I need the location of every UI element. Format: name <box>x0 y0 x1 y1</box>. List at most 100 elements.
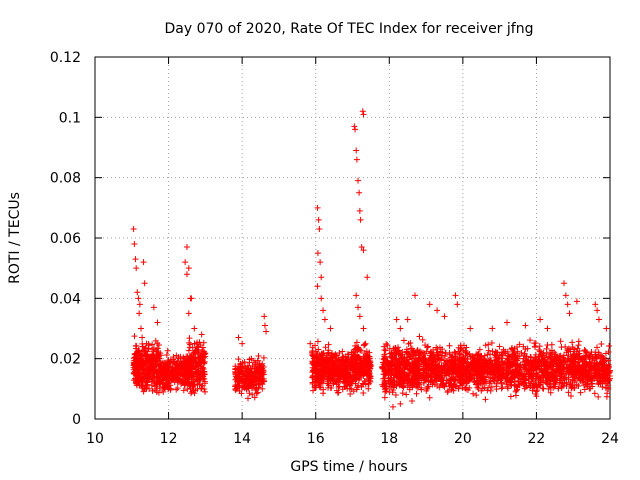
data-point <box>397 352 404 359</box>
data-point <box>433 374 440 381</box>
data-point <box>562 343 569 350</box>
data-point <box>139 334 146 341</box>
data-point <box>318 274 325 281</box>
data-point <box>403 360 410 367</box>
data-point <box>597 359 604 366</box>
data-point <box>191 349 198 356</box>
data-point <box>310 387 317 394</box>
data-point <box>185 310 192 317</box>
data-point <box>313 368 320 375</box>
data-point <box>603 325 610 332</box>
data-point <box>397 325 404 332</box>
data-point <box>137 361 144 368</box>
data-point <box>147 354 154 361</box>
data-point <box>362 366 369 373</box>
data-point <box>498 379 505 386</box>
data-point <box>526 373 533 380</box>
data-point <box>263 328 270 335</box>
data-point <box>330 380 337 387</box>
data-point <box>190 376 197 383</box>
data-point <box>558 383 565 390</box>
data-point <box>518 370 525 377</box>
data-point <box>382 354 389 361</box>
data-point <box>463 368 470 375</box>
data-point <box>164 362 171 369</box>
data-point <box>484 387 491 394</box>
data-point <box>162 370 169 377</box>
data-point <box>338 359 345 366</box>
data-point <box>233 377 240 383</box>
data-point <box>255 365 262 372</box>
data-point <box>186 344 193 351</box>
data-point <box>452 365 459 372</box>
data-point <box>511 345 518 352</box>
data-point <box>458 351 465 358</box>
data-point <box>471 366 478 373</box>
data-point <box>413 360 420 367</box>
x-tick-label: 12 <box>160 431 178 447</box>
data-point <box>573 375 580 382</box>
data-point <box>482 342 489 349</box>
data-point <box>531 343 538 350</box>
data-point <box>382 386 389 393</box>
data-point <box>164 347 171 354</box>
data-point <box>544 325 551 332</box>
data-point <box>521 351 528 358</box>
data-point <box>349 361 356 368</box>
data-point <box>454 362 461 369</box>
data-point <box>184 386 191 393</box>
data-point <box>486 380 493 387</box>
data-point <box>190 349 197 356</box>
data-point <box>137 325 144 332</box>
data-point <box>595 316 602 323</box>
data-point <box>446 365 453 372</box>
data-point <box>139 385 146 392</box>
data-point <box>566 310 573 317</box>
data-point <box>149 341 156 348</box>
data-point <box>501 360 508 367</box>
data-point <box>154 319 161 326</box>
data-point <box>200 375 207 382</box>
data-point <box>510 358 517 365</box>
data-point <box>570 384 577 391</box>
data-point <box>598 341 605 348</box>
data-point <box>163 351 170 358</box>
data-point <box>500 372 507 379</box>
data-point <box>356 374 363 381</box>
data-point <box>355 177 362 184</box>
data-point <box>178 366 185 373</box>
data-point <box>354 384 361 391</box>
data-point <box>155 389 162 396</box>
data-point <box>159 384 166 391</box>
data-point <box>590 372 597 379</box>
data-point <box>351 372 358 379</box>
data-point <box>309 372 316 379</box>
data-point <box>316 225 323 232</box>
data-point <box>314 250 321 257</box>
data-point <box>146 365 153 372</box>
data-point <box>315 361 322 368</box>
data-point <box>318 368 325 375</box>
data-point <box>564 301 571 308</box>
data-point <box>324 378 331 385</box>
data-point <box>576 348 583 355</box>
data-point <box>134 289 141 296</box>
data-point <box>486 368 493 375</box>
data-point <box>418 386 425 393</box>
data-point <box>309 367 316 374</box>
data-point <box>335 368 342 375</box>
data-point <box>131 333 138 340</box>
x-tick-label: 22 <box>528 431 546 447</box>
data-point <box>355 353 362 360</box>
data-point <box>478 387 485 394</box>
x-tick-label: 20 <box>454 431 472 447</box>
data-point <box>413 390 420 397</box>
data-point <box>140 388 147 395</box>
data-point <box>170 369 177 376</box>
data-point <box>175 372 182 379</box>
y-tick-label: 0.02 <box>50 352 81 368</box>
data-point <box>513 367 520 374</box>
data-point <box>602 372 609 379</box>
data-point <box>561 280 568 287</box>
data-point <box>173 386 180 393</box>
